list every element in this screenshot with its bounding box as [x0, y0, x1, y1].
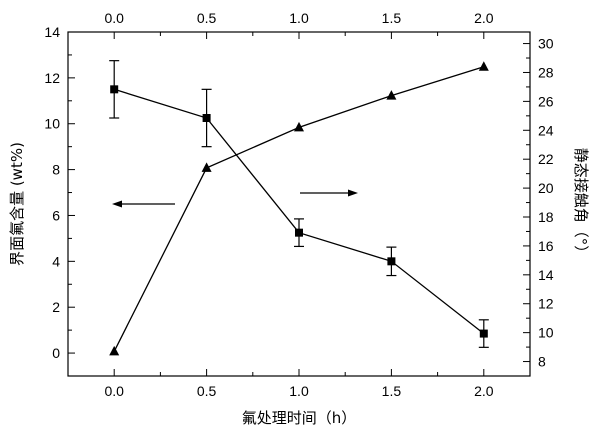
y-right-tick-label: 26	[538, 93, 554, 109]
y-right-tick-label: 18	[538, 209, 554, 225]
x-tick-label-top: 1.0	[289, 10, 309, 26]
y-left-tick-label: 12	[44, 70, 60, 86]
series-line-triangle	[113, 66, 484, 352]
y-right-tick-label: 10	[538, 325, 554, 341]
tick-labels: 0.00.00.50.51.01.01.51.52.02.00246810121…	[44, 10, 553, 399]
square-marker	[479, 329, 488, 338]
x-tick-label-bottom: 0.5	[197, 383, 217, 399]
y-left-tick-label: 8	[52, 162, 60, 178]
triangle-marker	[386, 90, 397, 100]
y-right-tick-label: 16	[538, 238, 554, 254]
triangle-marker	[294, 121, 304, 132]
ticks	[68, 31, 530, 377]
triangle-marker	[201, 162, 212, 172]
y-right-tick-label: 20	[538, 180, 554, 196]
y-left-tick-label: 0	[52, 345, 60, 361]
markers	[109, 61, 489, 356]
y-right-tick-label: 12	[538, 296, 554, 312]
triangle-marker	[478, 61, 489, 71]
y-right-tick-label: 8	[538, 354, 546, 370]
x-tick-label-top: 0.5	[197, 10, 217, 26]
x-tick-label-bottom: 1.0	[289, 383, 309, 399]
y-right-tick-label: 24	[538, 122, 554, 138]
x-tick-label-bottom: 1.5	[382, 383, 402, 399]
y-left-tick-label: 10	[44, 116, 60, 132]
y-left-tick-label: 6	[52, 207, 60, 223]
x-tick-label-top: 2.0	[474, 10, 494, 26]
y-left-tick-label: 2	[52, 299, 60, 315]
square-marker	[387, 257, 396, 266]
y-right-tick-label: 14	[538, 267, 554, 283]
x-tick-label-bottom: 0.0	[104, 383, 124, 399]
y-right-tick-label: 22	[538, 151, 554, 167]
triangle-marker	[109, 345, 120, 356]
x-axis-title: 氟处理时间（h）	[242, 409, 357, 427]
y-left-tick-label: 4	[52, 253, 60, 269]
y-right-tick-label: 28	[538, 64, 554, 80]
y-axis-left-title: 界面氟含量 (wt%)	[8, 142, 26, 266]
square-marker	[202, 114, 211, 122]
x-tick-label-top: 1.5	[382, 10, 402, 26]
y-right-tick-label: 30	[538, 36, 554, 52]
right-axis-arrow	[300, 189, 358, 197]
series-lines	[113, 66, 485, 352]
y-axis-right-title: 静态接触角（°）	[572, 148, 590, 261]
square-marker	[295, 228, 303, 237]
left-axis-arrow	[112, 200, 175, 208]
y-left-tick-label: 14	[44, 24, 60, 40]
square-marker	[110, 85, 119, 94]
x-tick-label-bottom: 2.0	[474, 383, 494, 399]
x-tick-label-top: 0.0	[104, 10, 124, 26]
